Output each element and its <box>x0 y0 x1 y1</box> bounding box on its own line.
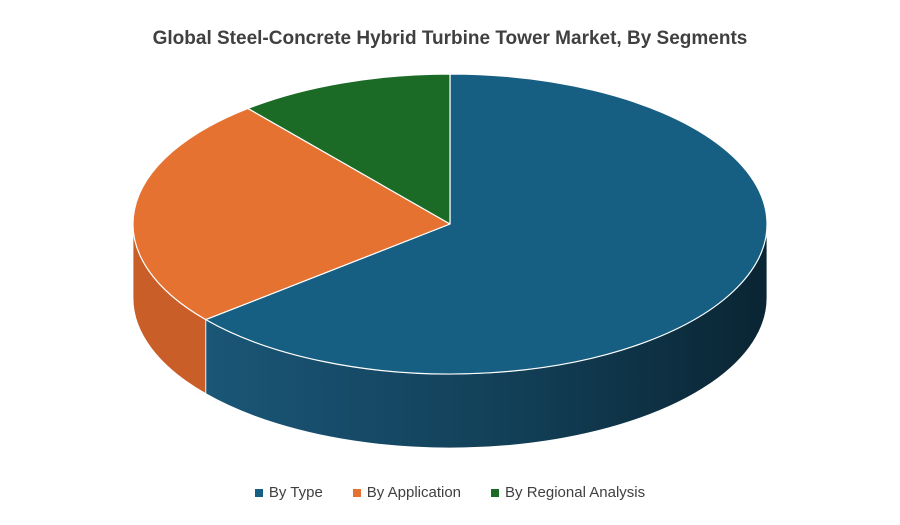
pie-tops <box>132 73 768 375</box>
legend-item-by-application[interactable]: By Application <box>352 484 462 501</box>
legend-label: By Regional Analysis <box>505 484 646 501</box>
legend-swatch <box>352 488 361 497</box>
legend: By Type By Application By Regional Analy… <box>0 484 900 501</box>
legend-swatch <box>491 488 500 497</box>
legend-label: By Application <box>366 484 462 501</box>
legend-swatch <box>254 488 263 497</box>
legend-item-by-regional-analysis[interactable]: By Regional Analysis <box>491 484 645 501</box>
chart-title: Global Steel-Concrete Hybrid Turbine Tow… <box>152 28 748 49</box>
legend-label: By Type <box>268 484 323 501</box>
legend-item-by-type[interactable]: By Type <box>254 484 323 501</box>
pie-slice-by-type[interactable] <box>205 73 768 375</box>
pie-slice-by-application[interactable] <box>132 107 451 321</box>
pie-slice-by-regional-analysis[interactable] <box>247 73 451 225</box>
